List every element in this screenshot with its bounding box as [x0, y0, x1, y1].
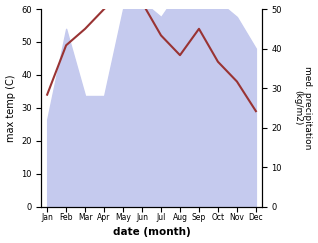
Y-axis label: max temp (C): max temp (C) — [5, 74, 16, 142]
Y-axis label: med. precipitation
(kg/m2): med. precipitation (kg/m2) — [293, 66, 313, 149]
X-axis label: date (month): date (month) — [113, 227, 190, 237]
